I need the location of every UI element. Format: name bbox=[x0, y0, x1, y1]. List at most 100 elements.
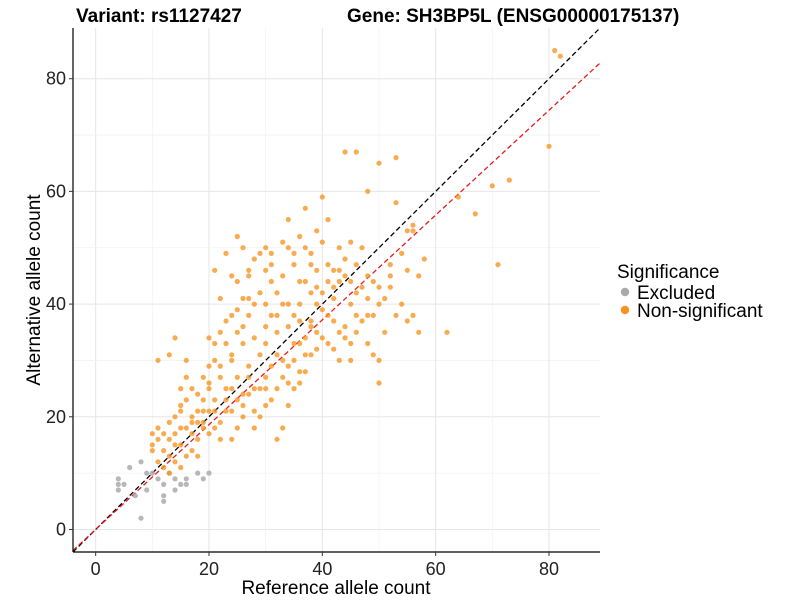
data-point bbox=[183, 357, 189, 363]
data-point bbox=[149, 470, 155, 476]
data-point bbox=[280, 273, 286, 279]
y-axis-ticks: 0 20 40 60 80 bbox=[46, 69, 73, 539]
data-point bbox=[206, 470, 212, 476]
data-point bbox=[410, 222, 416, 228]
data-point bbox=[263, 245, 269, 251]
data-point bbox=[229, 357, 235, 363]
data-point bbox=[189, 414, 195, 420]
data-point bbox=[319, 290, 325, 296]
data-point bbox=[331, 284, 337, 290]
data-point bbox=[348, 357, 354, 363]
data-point bbox=[308, 352, 314, 358]
data-point bbox=[183, 476, 189, 482]
data-point bbox=[365, 273, 371, 279]
data-point bbox=[421, 256, 427, 262]
x-axis-ticks: 0 20 40 60 80 bbox=[91, 552, 559, 579]
data-point bbox=[195, 470, 201, 476]
data-point bbox=[268, 262, 274, 268]
data-point bbox=[365, 340, 371, 347]
data-point bbox=[155, 357, 161, 363]
data-point bbox=[223, 408, 229, 414]
data-point bbox=[200, 374, 206, 380]
data-point bbox=[325, 312, 331, 318]
data-point bbox=[280, 301, 286, 307]
reference-lines bbox=[72, 27, 601, 553]
data-point bbox=[353, 149, 359, 155]
data-point bbox=[280, 374, 286, 380]
data-point bbox=[285, 245, 291, 251]
data-point bbox=[297, 233, 303, 240]
data-point bbox=[416, 329, 422, 335]
data-point bbox=[212, 397, 218, 403]
data-point bbox=[217, 374, 223, 380]
x-tick-label: 80 bbox=[539, 559, 559, 579]
data-point bbox=[172, 476, 178, 482]
data-point bbox=[274, 386, 280, 392]
data-point bbox=[297, 380, 303, 386]
data-point bbox=[314, 228, 320, 234]
data-point bbox=[376, 380, 382, 386]
data-point bbox=[229, 312, 235, 318]
data-point bbox=[489, 183, 495, 189]
data-point bbox=[331, 267, 337, 273]
data-point bbox=[308, 250, 314, 256]
data-point bbox=[382, 295, 388, 302]
data-point bbox=[189, 431, 195, 437]
data-point bbox=[285, 402, 291, 409]
data-point bbox=[387, 273, 393, 279]
data-point bbox=[302, 369, 308, 375]
data-point bbox=[314, 267, 320, 273]
data-point bbox=[280, 357, 286, 363]
data-point bbox=[336, 357, 342, 363]
data-point bbox=[274, 312, 280, 318]
data-point bbox=[444, 329, 450, 335]
data-points bbox=[115, 47, 563, 521]
data-point bbox=[166, 470, 172, 476]
data-point bbox=[291, 312, 297, 318]
data-point bbox=[308, 324, 314, 330]
data-point bbox=[246, 267, 252, 273]
data-point bbox=[155, 425, 161, 431]
data-point bbox=[297, 369, 303, 375]
data-point bbox=[257, 414, 263, 420]
data-point bbox=[240, 414, 246, 420]
data-point bbox=[274, 352, 280, 358]
data-point bbox=[263, 324, 269, 330]
data-point bbox=[229, 352, 235, 358]
data-point bbox=[348, 278, 354, 285]
data-point bbox=[314, 329, 320, 335]
data-point bbox=[302, 335, 308, 341]
data-point bbox=[263, 267, 269, 273]
data-point bbox=[206, 431, 212, 437]
data-point bbox=[331, 318, 337, 324]
data-point bbox=[336, 267, 342, 273]
data-point bbox=[472, 211, 478, 217]
data-point bbox=[291, 250, 297, 256]
data-point bbox=[342, 324, 348, 330]
data-point bbox=[348, 340, 354, 347]
data-point bbox=[263, 402, 269, 409]
legend-key bbox=[620, 305, 630, 315]
data-point bbox=[251, 301, 257, 307]
data-point bbox=[183, 397, 189, 403]
data-point bbox=[229, 273, 235, 279]
data-point bbox=[195, 436, 201, 442]
data-point bbox=[195, 391, 201, 397]
data-point bbox=[297, 278, 303, 285]
data-point bbox=[268, 397, 274, 403]
legend-key bbox=[620, 287, 630, 297]
data-point bbox=[257, 386, 263, 392]
data-point bbox=[308, 290, 314, 296]
data-point bbox=[183, 453, 189, 459]
data-point bbox=[246, 374, 252, 380]
data-point bbox=[234, 329, 240, 335]
data-point bbox=[251, 386, 257, 392]
data-point bbox=[552, 47, 558, 54]
data-point bbox=[257, 250, 263, 256]
data-point bbox=[376, 301, 382, 307]
data-point bbox=[217, 295, 223, 302]
data-point bbox=[251, 256, 257, 262]
data-point bbox=[404, 318, 410, 324]
data-point bbox=[285, 380, 291, 386]
data-point bbox=[212, 340, 218, 347]
